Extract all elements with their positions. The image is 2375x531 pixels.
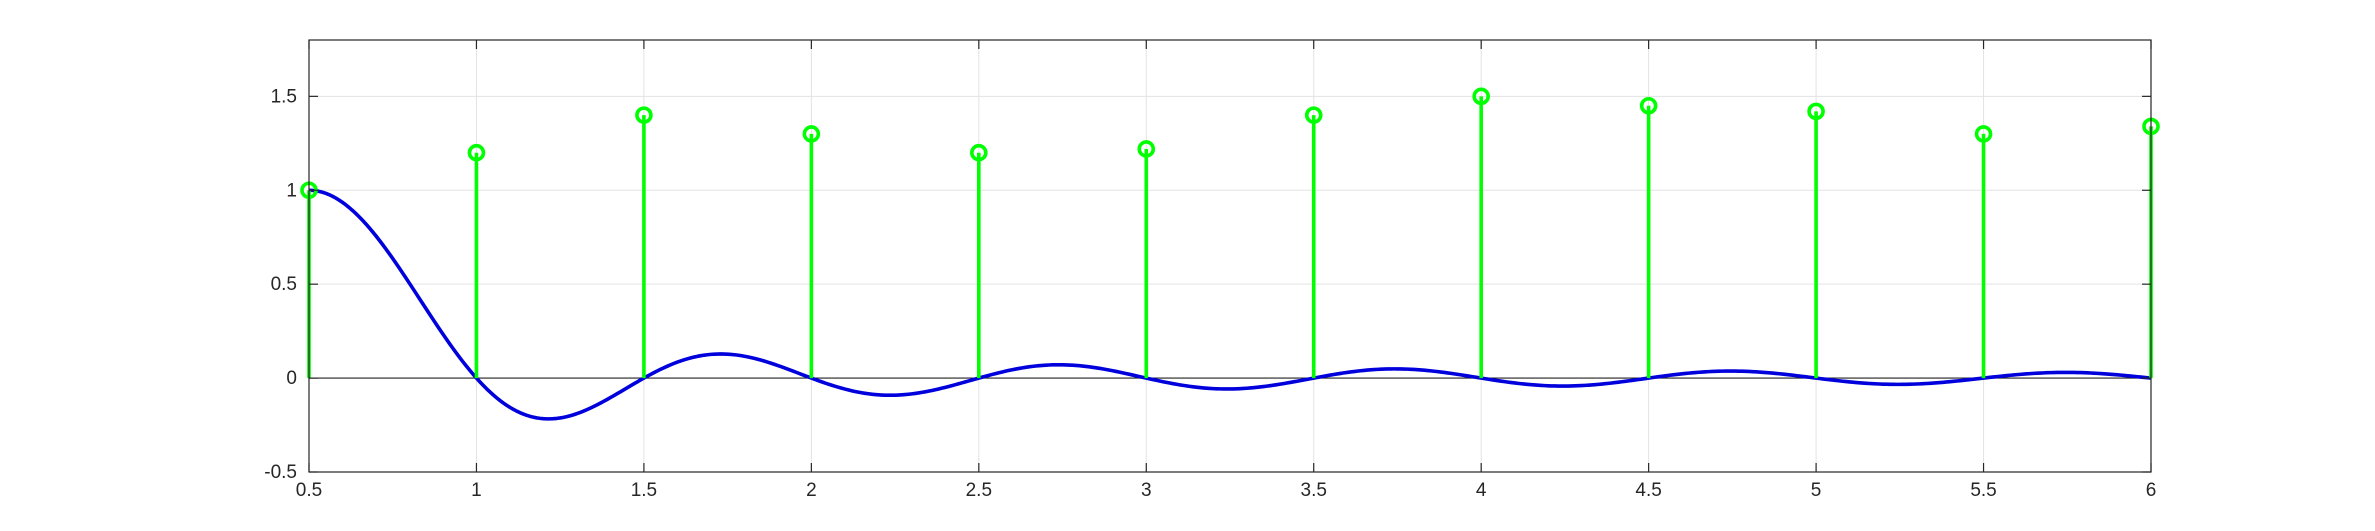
plot-area (309, 40, 2151, 472)
y-tick-label: 1.5 (271, 86, 297, 107)
y-tick-label: 1 (286, 180, 297, 201)
stem-marker (1472, 87, 1490, 106)
x-tick-label: 4 (1476, 480, 1487, 501)
y-tick-label: 0.5 (271, 274, 297, 295)
sinc-curve (308, 188, 2152, 421)
x-tick-label: 4.5 (1635, 480, 1661, 501)
stem-marker (1974, 125, 1993, 143)
x-tick-label: 2 (806, 480, 817, 501)
y-tick-label: -0.5 (264, 462, 297, 483)
x-tick-label: 3.5 (1301, 480, 1327, 501)
stem-marker (467, 143, 486, 162)
tick-marks (308, 40, 2152, 473)
stem-marker (635, 106, 653, 124)
stem-marker (1639, 96, 1658, 115)
curve-series (308, 188, 2152, 421)
x-tick-label: 0.5 (296, 480, 322, 501)
x-tick-label: 3 (1141, 480, 1152, 501)
x-tick-label: 6 (2146, 480, 2157, 501)
y-tick-label: 0 (286, 368, 297, 389)
x-tick-label: 1.5 (631, 480, 657, 501)
stem-marker (802, 125, 821, 143)
stem-marker (970, 143, 988, 162)
x-tick-label: 5 (1811, 480, 1822, 501)
x-tick-label: 1 (471, 480, 482, 501)
axes-box (308, 39, 2152, 473)
x-tick-labels: 0.5 1 1.5 2 2.5 3 3.5 4 4.5 5 5.5 6 (296, 480, 2157, 501)
stem-marker (1304, 106, 1323, 124)
x-tick-label: 2.5 (966, 480, 992, 501)
stem-marker (1137, 140, 1156, 158)
stem-marker (1807, 102, 1825, 121)
x-tick-label: 5.5 (1970, 480, 1996, 501)
y-tick-labels: -0.5 0 0.5 1 1.5 (264, 86, 297, 483)
